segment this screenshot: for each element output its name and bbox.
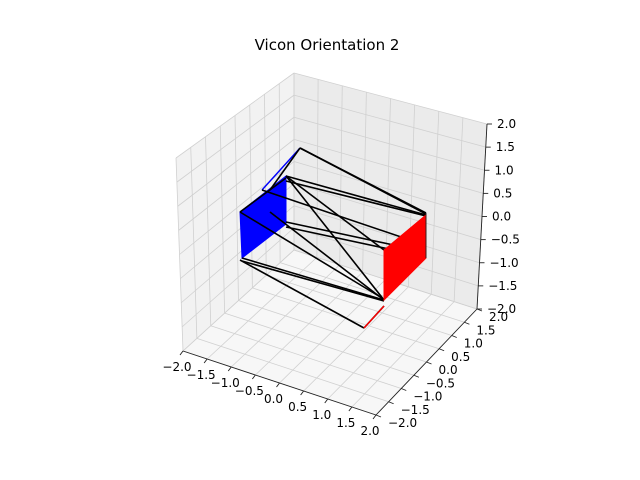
back-grid-line xyxy=(293,72,488,125)
back-grid-line xyxy=(293,116,485,171)
frame-edge xyxy=(285,175,427,216)
left-grid-line xyxy=(175,72,295,159)
x-tick-mark xyxy=(252,374,256,380)
x-tick-label: 0.0 xyxy=(264,392,283,406)
left-grid-line xyxy=(264,94,267,276)
frame-edge xyxy=(239,177,287,213)
x-tick-label: 1.0 xyxy=(312,408,331,422)
y-tick-mark xyxy=(451,335,457,338)
z-tick-label: −1.5 xyxy=(488,279,517,293)
grid-lines xyxy=(175,72,488,416)
floor-grid-line xyxy=(303,286,409,392)
y-tick-label: −2.0 xyxy=(388,416,417,430)
y-tick-mark xyxy=(464,321,470,325)
z-tick-label: −2.0 xyxy=(487,302,516,316)
y-tick-label: 1.0 xyxy=(464,337,483,351)
x-tick-label: −2.0 xyxy=(162,360,191,374)
y-tick-label: 2.0 xyxy=(489,310,508,324)
chart-title: Vicon Orientation 2 xyxy=(255,36,400,54)
frame-edge xyxy=(285,175,385,251)
left-grid-line xyxy=(176,94,295,183)
x-tick-mark xyxy=(324,398,329,404)
frame-edge xyxy=(269,211,385,301)
frame-edge xyxy=(241,257,385,301)
left-grid-line xyxy=(234,115,239,301)
floor-grid-line xyxy=(351,301,455,408)
y-tick-label: 0.0 xyxy=(439,363,458,377)
frame-edge xyxy=(269,147,301,191)
y-tick-mark xyxy=(438,348,445,352)
z-tick-label: 1.5 xyxy=(496,140,515,154)
frame-edge-double xyxy=(285,180,427,217)
z-tick-label: −1.0 xyxy=(490,256,519,270)
y-tick-label: 1.5 xyxy=(476,323,495,337)
x-tick-label: 1.5 xyxy=(336,416,355,430)
y-tick-mark xyxy=(426,361,432,365)
y-tick-label: −0.5 xyxy=(426,376,455,390)
floor-grid-line xyxy=(266,274,452,336)
left-grid-line xyxy=(177,116,295,207)
back-grid-line xyxy=(430,111,440,295)
y-tick-mark xyxy=(375,414,382,418)
z-tick-label: 1.0 xyxy=(495,163,514,177)
x-tick-label: 2.0 xyxy=(360,424,379,438)
x-tick-mark xyxy=(348,406,353,412)
z-tick-label: 0.0 xyxy=(492,210,511,224)
floor-grid-line xyxy=(327,293,432,400)
x-tick-mark xyxy=(179,350,184,356)
tick-labels: −2.0−1.5−1.0−0.50.00.51.01.52.0−2.0−1.5−… xyxy=(162,117,519,438)
x-tick-label: −1.0 xyxy=(211,376,240,390)
z-tick-label: −0.5 xyxy=(491,233,520,247)
x-tick-label: 0.5 xyxy=(288,400,307,414)
back-grid-line xyxy=(453,117,464,302)
left-grid-line xyxy=(178,139,295,231)
frame-edge xyxy=(239,211,383,299)
x-tick-mark xyxy=(372,414,377,420)
back-grid-line xyxy=(293,138,484,194)
face-a-edge xyxy=(261,147,301,191)
x-tick-label: −1.5 xyxy=(187,368,216,382)
x-tick-mark xyxy=(203,358,208,364)
frame-edge xyxy=(239,259,365,329)
y-tick-mark xyxy=(413,374,420,378)
frame-edge-double xyxy=(241,260,385,302)
frame-edge xyxy=(261,189,411,241)
z-tick-label: 0.5 xyxy=(493,186,512,200)
y-tick-mark xyxy=(401,388,407,391)
left-grid-line xyxy=(278,83,281,263)
x-tick-mark xyxy=(276,382,280,388)
x-tick-label: −0.5 xyxy=(235,384,264,398)
y-tick-label: −1.0 xyxy=(413,390,442,404)
y-tick-label: 0.5 xyxy=(451,350,470,364)
frame-edge xyxy=(299,147,427,215)
face-b-edge xyxy=(363,305,385,329)
floor-grid-line xyxy=(238,300,427,363)
x-tick-mark xyxy=(227,366,232,372)
left-grid-line xyxy=(249,104,253,288)
y-tick-label: −1.5 xyxy=(401,403,430,417)
orientation-object xyxy=(239,147,427,329)
back-grid-line xyxy=(293,94,486,148)
y-tick-mark xyxy=(388,401,394,405)
z-tick-label: 2.0 xyxy=(497,117,516,131)
x-tick-mark xyxy=(300,390,304,396)
